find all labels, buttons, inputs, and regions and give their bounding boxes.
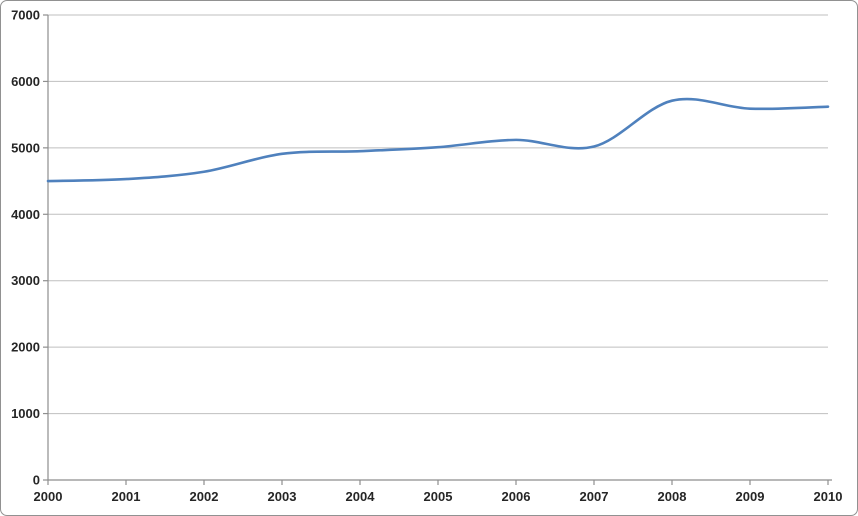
y-axis-tick-label: 3000	[11, 273, 40, 288]
y-axis-tick-label: 0	[33, 473, 40, 488]
data-series-line	[46, 97, 830, 183]
x-axis-tick-label: 2004	[346, 489, 376, 504]
x-axis-tick-label: 2009	[736, 489, 765, 504]
x-axis-tick-label: 2006	[502, 489, 531, 504]
x-axis-tick-label: 2003	[268, 489, 297, 504]
x-axis-tick-label: 2007	[580, 489, 609, 504]
y-axis-tick-label: 5000	[11, 140, 40, 155]
x-axis-tick-label: 2010	[814, 489, 843, 504]
x-axis-tick-label: 2005	[424, 489, 453, 504]
x-axis-tick-label: 2002	[190, 489, 219, 504]
y-axis-tick-label: 1000	[11, 406, 40, 421]
x-axis-tick-label: 2001	[112, 489, 141, 504]
x-axis-tick-label: 2000	[34, 489, 63, 504]
y-axis-tick-label: 6000	[11, 74, 40, 89]
y-axis-tick-label: 7000	[11, 8, 40, 23]
x-axis-tick-label: 2008	[658, 489, 687, 504]
y-axis-tick-label: 4000	[11, 207, 40, 222]
y-axis-tick-label: 2000	[11, 340, 40, 355]
